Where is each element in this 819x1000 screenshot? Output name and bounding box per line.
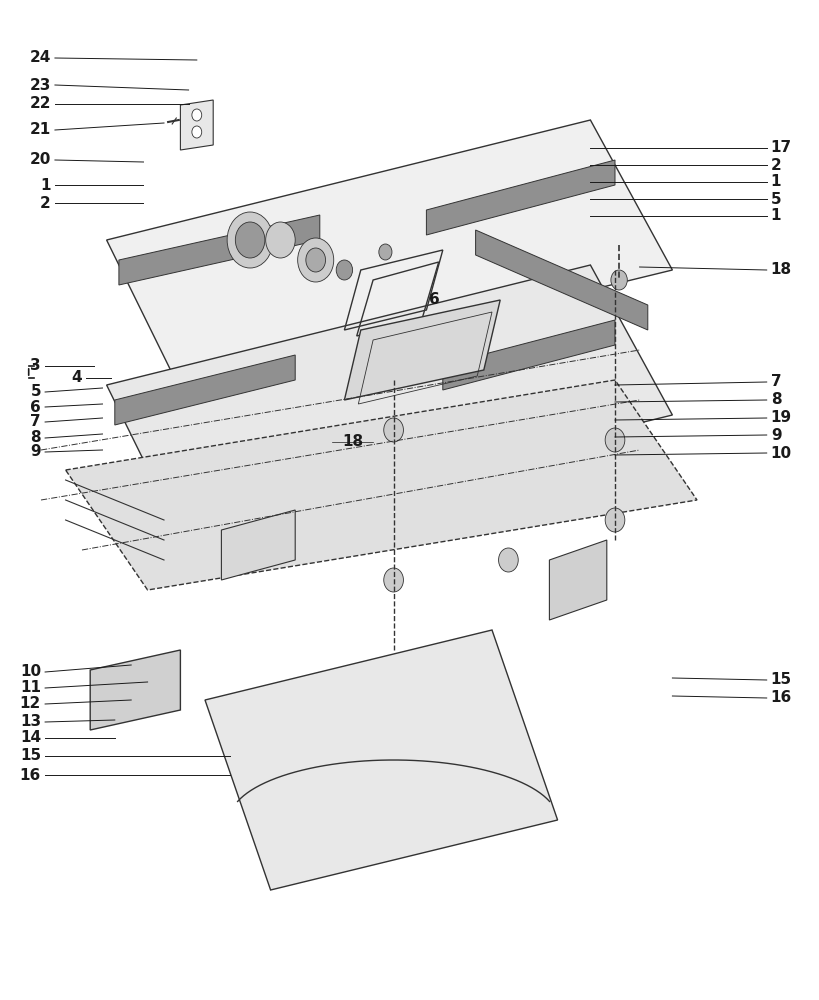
Text: 13: 13 [20, 714, 41, 730]
Text: 10: 10 [770, 446, 791, 460]
Polygon shape [106, 265, 672, 535]
Text: 19: 19 [770, 410, 791, 426]
Polygon shape [180, 100, 213, 150]
Circle shape [610, 270, 627, 290]
Polygon shape [442, 320, 614, 390]
Text: 17: 17 [770, 140, 791, 155]
Text: 1: 1 [770, 174, 781, 190]
Polygon shape [426, 160, 614, 235]
Circle shape [383, 568, 403, 592]
Text: 23: 23 [29, 78, 51, 93]
Circle shape [604, 428, 624, 452]
Polygon shape [90, 650, 180, 730]
Circle shape [604, 508, 624, 532]
Text: 1: 1 [770, 209, 781, 224]
Text: 3: 3 [30, 359, 41, 373]
Circle shape [498, 548, 518, 572]
Text: 12: 12 [20, 696, 41, 712]
Polygon shape [205, 630, 557, 890]
Circle shape [383, 418, 403, 442]
Polygon shape [115, 355, 295, 425]
Text: 24: 24 [29, 50, 51, 66]
Circle shape [305, 248, 325, 272]
Circle shape [227, 212, 273, 268]
Text: 5: 5 [770, 192, 781, 207]
Text: 8: 8 [770, 392, 781, 408]
Circle shape [235, 222, 265, 258]
Text: 7: 7 [770, 374, 781, 389]
Circle shape [192, 126, 201, 138]
Polygon shape [66, 380, 696, 590]
Text: 15: 15 [20, 748, 41, 764]
Text: 16: 16 [770, 690, 791, 706]
Text: 22: 22 [29, 97, 51, 111]
Text: 5: 5 [30, 384, 41, 399]
Text: 2: 2 [40, 196, 51, 211]
Text: 9: 9 [770, 428, 781, 442]
Text: 4: 4 [71, 370, 82, 385]
Text: 6: 6 [30, 399, 41, 414]
Circle shape [192, 109, 201, 121]
Text: 18: 18 [770, 262, 791, 277]
Text: 8: 8 [30, 430, 41, 446]
Text: 21: 21 [29, 122, 51, 137]
Text: 6: 6 [428, 292, 440, 308]
Text: 11: 11 [20, 680, 41, 696]
Text: 18: 18 [342, 434, 363, 450]
Text: 10: 10 [20, 664, 41, 680]
Circle shape [336, 260, 352, 280]
Text: 20: 20 [29, 152, 51, 167]
Text: 7: 7 [30, 414, 41, 430]
Polygon shape [549, 540, 606, 620]
Polygon shape [119, 215, 319, 285]
Circle shape [297, 238, 333, 282]
Polygon shape [221, 510, 295, 580]
Polygon shape [475, 230, 647, 330]
Text: 2: 2 [770, 157, 781, 172]
Circle shape [265, 222, 295, 258]
Circle shape [378, 244, 391, 260]
Polygon shape [344, 300, 500, 400]
Text: 9: 9 [30, 444, 41, 460]
Text: 14: 14 [20, 730, 41, 746]
Text: 16: 16 [20, 768, 41, 782]
Text: 1: 1 [40, 178, 51, 192]
Polygon shape [106, 120, 672, 390]
Text: 15: 15 [770, 672, 791, 688]
